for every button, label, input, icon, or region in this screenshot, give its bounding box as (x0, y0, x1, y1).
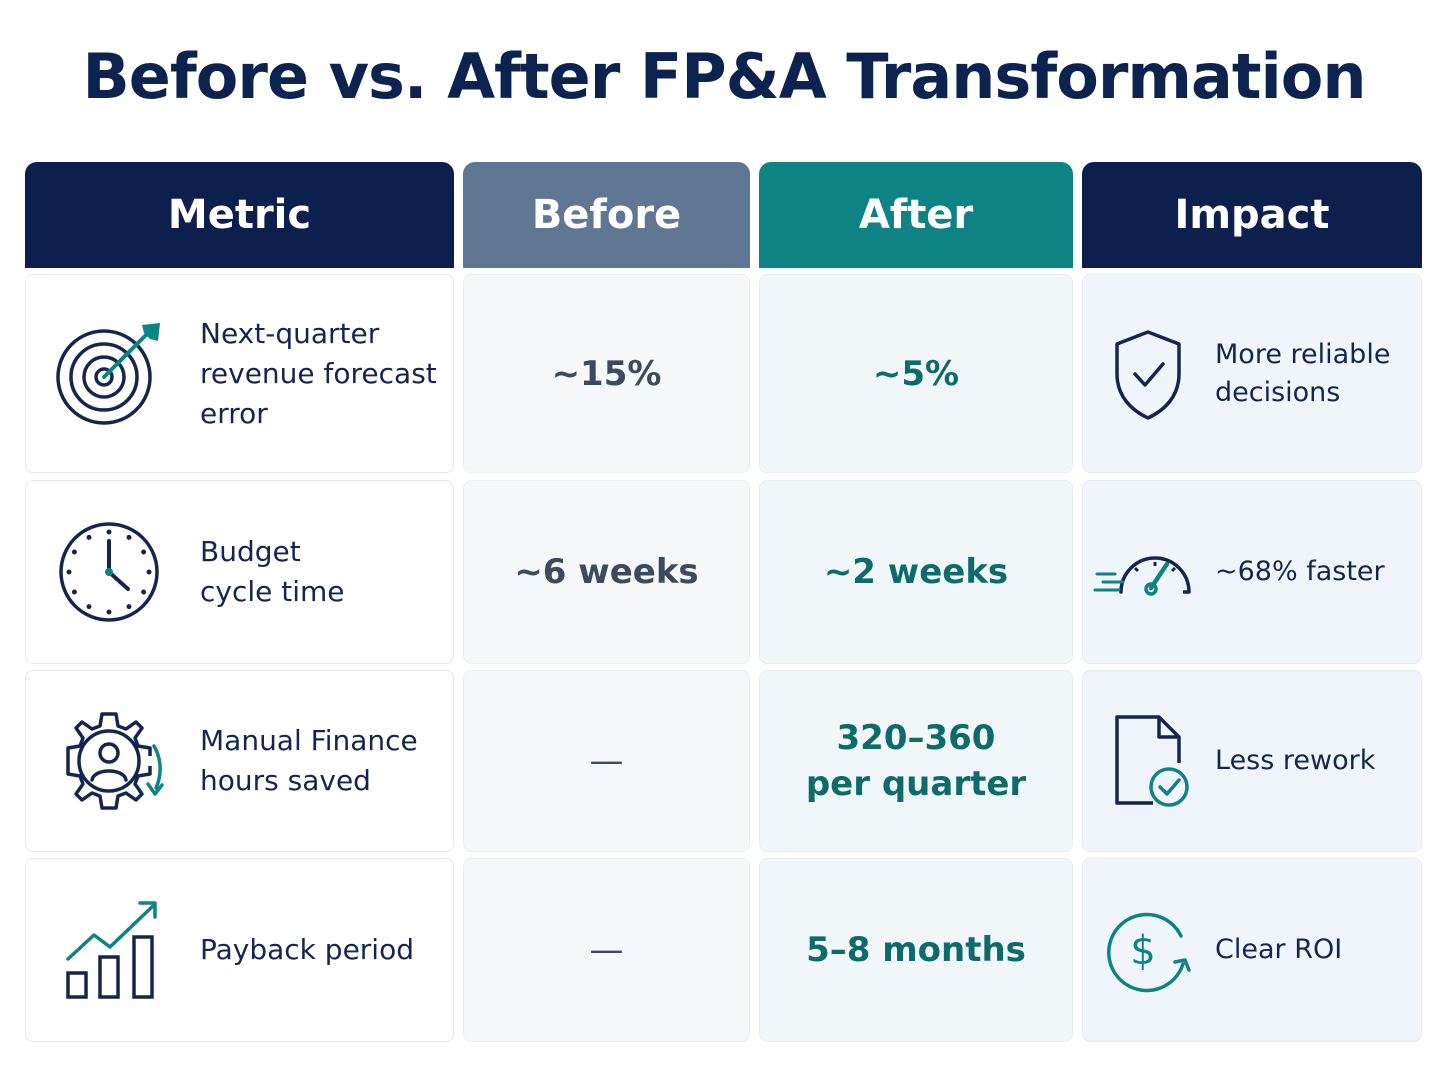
header-before-label: Before (531, 192, 682, 238)
header-after: After (759, 162, 1073, 268)
impact-label-line1: Clear ROI (1215, 934, 1343, 965)
metric-label: Payback period (200, 930, 447, 970)
metric-label: Budget cycle time (200, 532, 447, 612)
after-value-line1: 5–8 months (806, 930, 1026, 970)
table-row-3-after: 320–360 per quarter (759, 670, 1073, 852)
metric-label-line1: Budget (200, 535, 301, 568)
table-row-1-after: ~5% (759, 274, 1073, 473)
table-row-3-metric: Manual Finance hours saved (25, 670, 454, 852)
header-impact: Impact (1082, 162, 1422, 268)
shield-check-icon (1103, 324, 1193, 424)
metric-label-line2: revenue forecast error (200, 356, 437, 430)
page-title: Before vs. After FP&A Transformation (82, 40, 1367, 113)
impact-label: Clear ROI (1215, 931, 1415, 969)
speedometer-icon (1093, 522, 1193, 622)
metric-label-line1: Payback period (200, 933, 414, 966)
metric-label-line2: hours saved (200, 764, 371, 797)
after-value-line2: per quarter (805, 764, 1027, 804)
clock-icon (54, 517, 164, 627)
metric-label-line2: cycle time (200, 575, 345, 608)
impact-label-line1: ~68% faster (1215, 556, 1385, 587)
table-row-2-impact: ~68% faster (1082, 480, 1422, 664)
after-value-line1: 320–360 (836, 718, 996, 758)
header-before: Before (463, 162, 750, 268)
metric-label: Manual Finance hours saved (200, 721, 447, 801)
impact-label-line2: decisions (1215, 376, 1341, 408)
table-row-4-impact: $ Clear ROI (1082, 858, 1422, 1042)
table-row-1-before: ~15% (463, 274, 750, 473)
growth-chart-icon (54, 895, 164, 1005)
dollar-cycle-icon: $ (1099, 900, 1199, 1000)
table-row-2-metric: Budget cycle time (25, 480, 454, 664)
document-check-icon (1103, 711, 1193, 811)
after-value-line1: ~2 weeks (823, 552, 1009, 592)
before-value: — (589, 930, 624, 970)
after-value-line1: ~5% (872, 353, 960, 394)
impact-label: More reliable decisions (1215, 336, 1415, 412)
before-value: — (589, 741, 624, 781)
table-row-4-after: 5–8 months (759, 858, 1073, 1042)
table-row-1-impact: More reliable decisions (1082, 274, 1422, 473)
header-metric-label: Metric (167, 192, 312, 238)
metric-label-line1: Manual Finance (200, 724, 418, 757)
header-metric: Metric (25, 162, 454, 268)
before-value: ~6 weeks (514, 552, 699, 592)
table-row-4-before: — (463, 858, 750, 1042)
header-after-label: After (858, 192, 974, 238)
metric-label-line1: Next-quarter (200, 316, 380, 350)
impact-label-line1: More reliable (1215, 338, 1391, 370)
header-impact-label: Impact (1174, 192, 1330, 238)
table-row-2-after: ~2 weeks (759, 480, 1073, 664)
svg-text:$: $ (1130, 928, 1155, 974)
table-row-1-metric: Next-quarter revenue forecast error (25, 274, 454, 473)
table-row-3-impact: Less rework (1082, 670, 1422, 852)
target-icon (54, 319, 164, 429)
table-row-2-before: ~6 weeks (463, 480, 750, 664)
impact-label-line1: Less rework (1215, 745, 1376, 776)
gear-person-icon (54, 706, 164, 816)
metric-label: Next-quarter revenue forecast error (200, 314, 447, 434)
impact-label: Less rework (1215, 742, 1415, 780)
impact-label: ~68% faster (1215, 553, 1415, 591)
before-value: ~15% (551, 353, 662, 394)
table-row-4-metric: Payback period (25, 858, 454, 1042)
table-row-3-before: — (463, 670, 750, 852)
